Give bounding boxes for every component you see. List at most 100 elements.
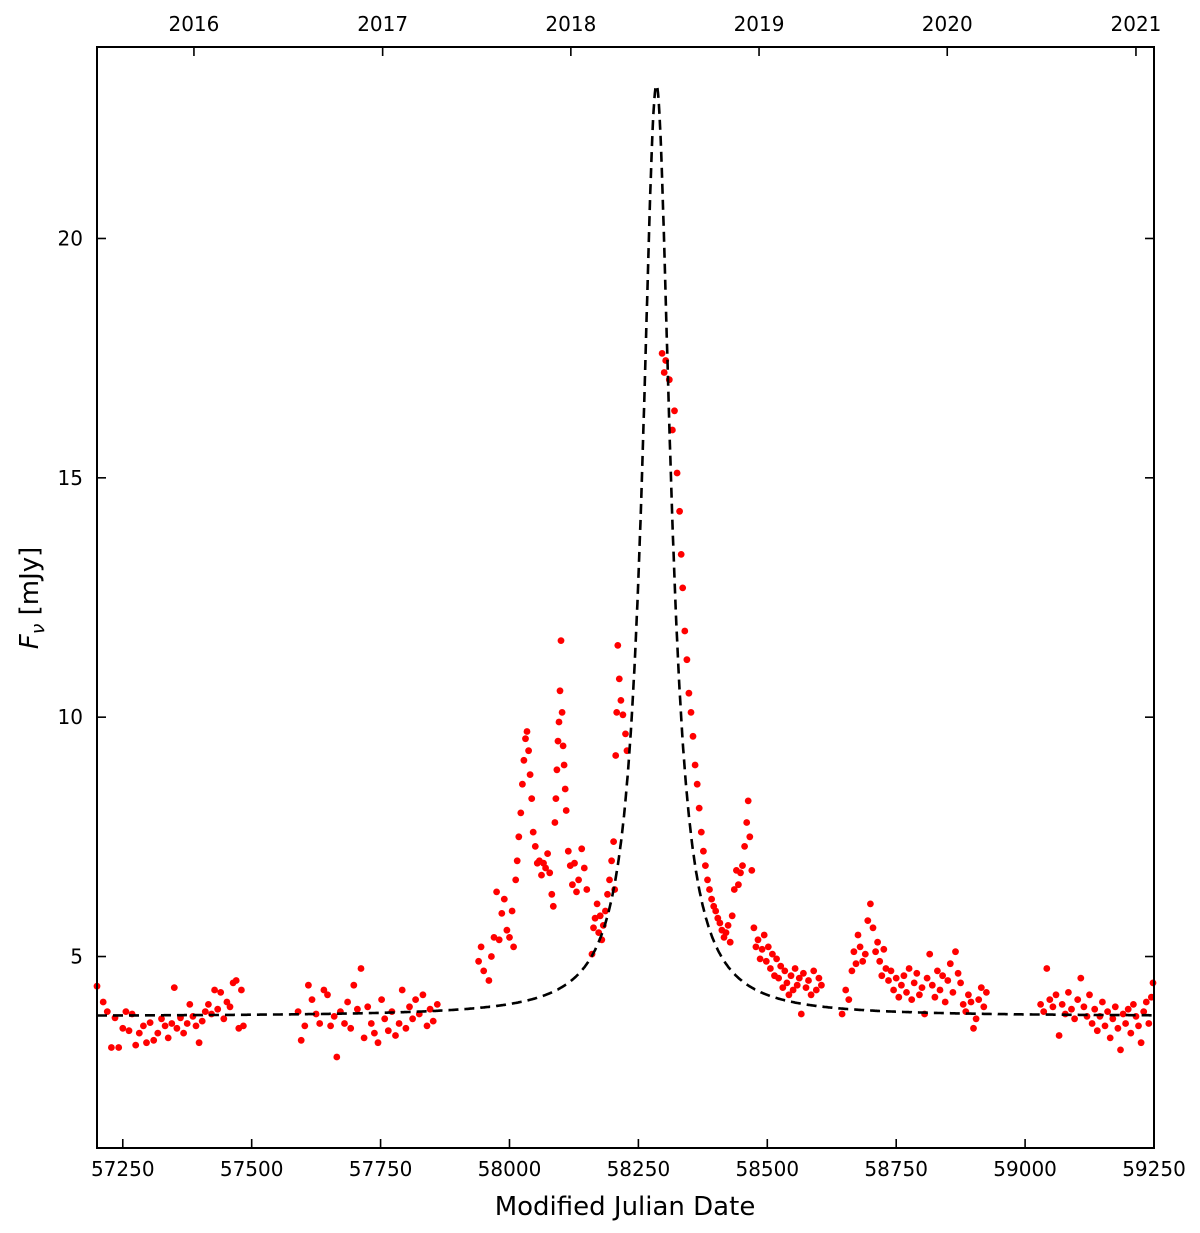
- data-point: [748, 867, 756, 874]
- data-point: [856, 943, 864, 951]
- data-point: [232, 977, 240, 984]
- data-point: [378, 996, 385, 1003]
- data-point: [980, 1003, 988, 1011]
- data-point: [608, 857, 615, 865]
- data-point: [364, 1003, 372, 1011]
- data-point: [959, 1001, 967, 1008]
- data-point: [673, 469, 681, 477]
- data-point: [1104, 1008, 1111, 1015]
- data-point: [357, 965, 365, 972]
- x-tick-label: 58750: [864, 1157, 928, 1181]
- data-point: [905, 965, 913, 972]
- data-point: [590, 924, 597, 932]
- data-points: [93, 350, 1157, 1061]
- data-point: [238, 986, 245, 994]
- data-point: [845, 996, 853, 1003]
- x-tick-label: 57250: [91, 1157, 155, 1181]
- data-point: [347, 1024, 355, 1032]
- y-tick-label: 15: [58, 466, 83, 490]
- data-point: [743, 819, 751, 826]
- data-point: [226, 1003, 234, 1011]
- data-point: [423, 1022, 431, 1030]
- data-point: [739, 862, 746, 869]
- data-point: [350, 981, 358, 989]
- data-point: [910, 979, 918, 987]
- x-tick-label: 58000: [478, 1157, 542, 1181]
- data-point: [384, 1027, 392, 1035]
- data-point: [526, 771, 534, 778]
- data-point: [769, 950, 776, 958]
- data-point: [890, 986, 897, 994]
- data-point: [1071, 1015, 1078, 1023]
- data-point: [150, 1036, 158, 1044]
- data-point: [716, 919, 724, 927]
- y-axis-label-unit: [mJy]: [15, 547, 45, 624]
- data-point: [617, 697, 625, 704]
- data-point: [722, 929, 730, 936]
- data-point: [1052, 991, 1060, 999]
- data-point: [498, 910, 506, 917]
- data-point: [676, 507, 683, 515]
- data-point: [926, 950, 934, 958]
- data-point: [360, 1034, 368, 1042]
- data-point: [551, 819, 559, 826]
- top-tick-label: 2016: [168, 12, 219, 36]
- data-point: [1111, 1003, 1119, 1011]
- data-point: [1086, 991, 1093, 999]
- data-point: [324, 991, 331, 999]
- data-point: [1135, 1022, 1142, 1030]
- data-point: [1109, 1015, 1117, 1023]
- data-point: [125, 1027, 133, 1035]
- data-point: [1127, 1029, 1135, 1037]
- top-tick-label: 2018: [545, 12, 596, 36]
- data-point: [1049, 1003, 1057, 1011]
- data-point: [164, 1034, 172, 1042]
- x-tick-label: 59250: [1122, 1157, 1186, 1181]
- data-point: [787, 972, 795, 980]
- data-point: [426, 1005, 434, 1013]
- data-point: [475, 957, 482, 965]
- data-point: [122, 1008, 130, 1015]
- data-point: [354, 1005, 361, 1013]
- data-point: [874, 938, 881, 946]
- data-point: [795, 974, 803, 982]
- data-point: [934, 967, 941, 975]
- data-point: [923, 974, 931, 982]
- data-point: [561, 785, 569, 793]
- data-point: [777, 962, 785, 970]
- data-point: [1080, 1003, 1088, 1011]
- data-point: [702, 862, 709, 869]
- data-point: [556, 687, 564, 695]
- data-point: [381, 1015, 389, 1023]
- data-point: [779, 984, 787, 991]
- data-point: [135, 1029, 143, 1037]
- data-point: [741, 843, 748, 850]
- data-point: [812, 986, 820, 994]
- data-point: [898, 981, 905, 989]
- data-point: [887, 967, 895, 975]
- data-point: [913, 969, 921, 977]
- data-point: [211, 986, 219, 994]
- data-point: [850, 948, 858, 956]
- data-point: [562, 807, 570, 814]
- data-point: [480, 967, 488, 975]
- data-point: [1099, 998, 1106, 1006]
- data-point: [103, 1008, 111, 1015]
- data-point: [341, 1020, 348, 1027]
- y-axis-label-symbol: F: [15, 633, 45, 649]
- data-point: [767, 965, 774, 972]
- data-point: [952, 948, 959, 956]
- data-point: [789, 986, 797, 994]
- data-point: [583, 886, 591, 893]
- data-point: [872, 948, 879, 956]
- data-point: [712, 907, 720, 915]
- data-point: [180, 1029, 188, 1037]
- data-point: [402, 1024, 410, 1032]
- data-point: [977, 984, 985, 991]
- data-point: [861, 950, 869, 958]
- y-tick-label: 20: [58, 226, 83, 250]
- data-point: [517, 809, 525, 817]
- data-point: [367, 1020, 375, 1027]
- data-point: [320, 986, 328, 994]
- data-point: [619, 711, 627, 719]
